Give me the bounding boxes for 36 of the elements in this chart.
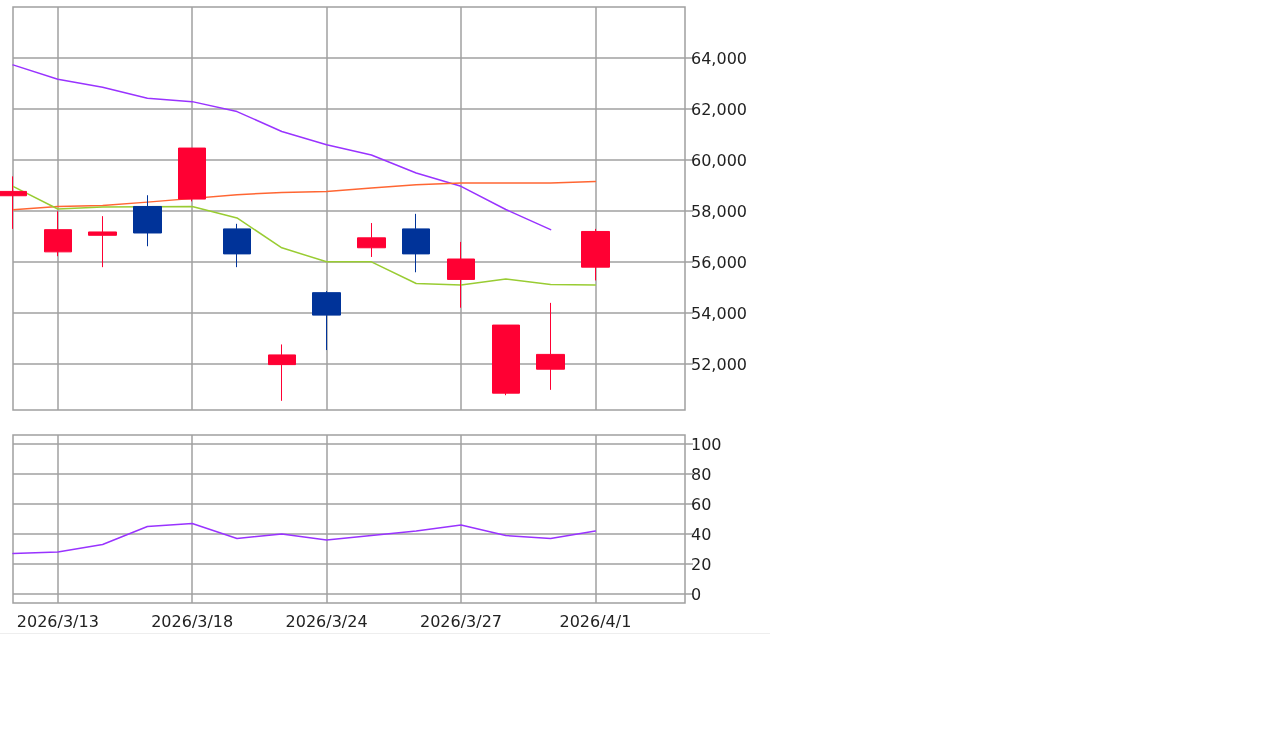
x-tick-label: 2026/3/24 xyxy=(285,611,368,631)
x-tick-label: 2026/3/18 xyxy=(151,611,234,631)
candlestick xyxy=(133,194,162,247)
candlestick xyxy=(223,223,251,268)
y-tick-label: 60 xyxy=(691,494,712,514)
candlestick xyxy=(447,241,475,309)
y-tick-label: 54,000 xyxy=(691,303,747,323)
candlestick xyxy=(0,175,27,230)
candlestick xyxy=(357,222,386,258)
candlestick xyxy=(44,210,72,257)
y-tick-label: 58,000 xyxy=(691,201,747,221)
candlestick xyxy=(402,213,430,273)
candlestick xyxy=(581,228,610,281)
candlestick xyxy=(536,302,565,391)
y-tick-label: 64,000 xyxy=(691,48,747,68)
x-tick-label: 2026/3/27 xyxy=(419,611,503,631)
y-tick-label: 80 xyxy=(691,464,712,484)
candlestick xyxy=(492,324,520,396)
candlestick xyxy=(312,290,341,351)
candlestick xyxy=(268,343,296,402)
y-tick-label: 62,000 xyxy=(691,99,747,119)
candlestick xyxy=(178,147,206,202)
x-tick-label: 2026/3/13 xyxy=(16,611,99,631)
line-series xyxy=(12,180,597,211)
y-tick-label: 20 xyxy=(691,554,712,574)
y-tick-label: 56,000 xyxy=(691,252,747,272)
line-series xyxy=(12,522,597,555)
y-tick-label: 52,000 xyxy=(691,354,747,374)
line-series xyxy=(12,64,552,231)
x-tick-label: 2026/4/1 xyxy=(559,611,632,631)
candlestick xyxy=(88,215,117,268)
y-tick-label: 100 xyxy=(691,434,722,454)
y-tick-label: 40 xyxy=(691,524,712,544)
line-series xyxy=(12,185,597,286)
y-tick-label: 60,000 xyxy=(691,150,747,170)
y-tick-label: 0 xyxy=(691,584,702,604)
